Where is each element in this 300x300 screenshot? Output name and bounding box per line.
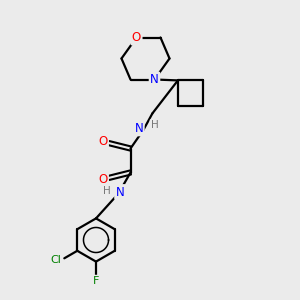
Text: N: N xyxy=(116,185,124,199)
Text: Cl: Cl xyxy=(50,255,61,265)
Text: O: O xyxy=(98,173,107,186)
Text: O: O xyxy=(132,31,141,44)
Text: H: H xyxy=(103,185,110,196)
Text: O: O xyxy=(98,135,107,148)
Text: N: N xyxy=(134,122,143,135)
Text: F: F xyxy=(93,276,99,286)
Text: H: H xyxy=(151,120,159,130)
Text: N: N xyxy=(150,73,159,86)
